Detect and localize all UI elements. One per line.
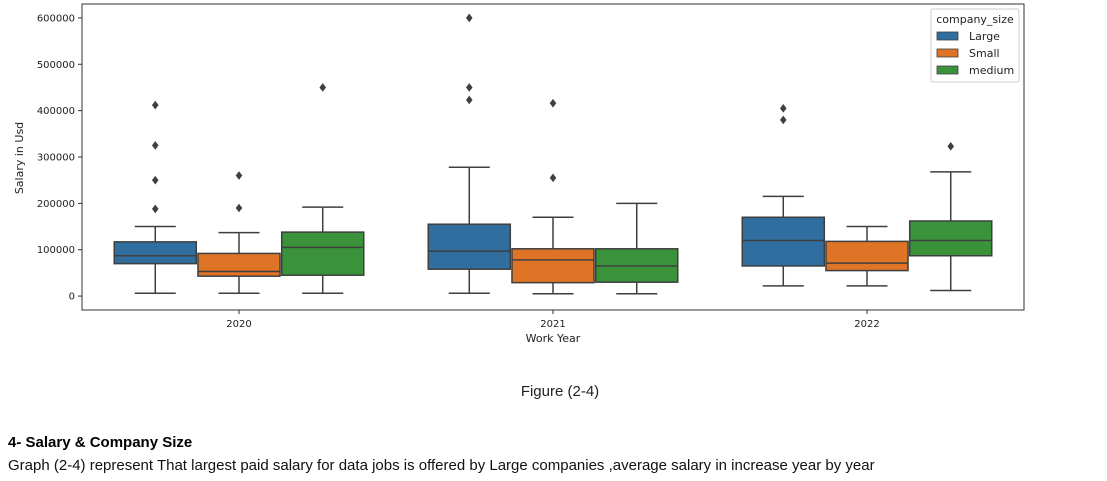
- outlier-point: [465, 13, 473, 23]
- iqr-box: [825, 240, 909, 272]
- legend-swatch-medium: [936, 65, 959, 75]
- legend-swatch-large: [936, 31, 959, 41]
- figure-caption: Figure (2-4): [520, 383, 600, 400]
- outlier-point: [151, 100, 159, 110]
- iqr-box: [427, 223, 512, 270]
- y-axis: 0 100000 200000 300000 400000 500000 600000: [37, 13, 82, 303]
- salary-boxplot-chart: 0 100000 200000 300000 400000 500000 600000 20…: [13, 3, 1025, 345]
- section-paragraph: Graph (2-4) represent That largest paid …: [8, 457, 875, 474]
- y-tick-label: 400000: [37, 106, 75, 117]
- outlier-point: [151, 204, 159, 214]
- outlier-point: [151, 175, 159, 185]
- box-large-2020: [113, 100, 198, 295]
- iqr-box: [280, 231, 365, 276]
- box-medium-2022: [908, 142, 993, 292]
- iqr-box: [511, 248, 595, 284]
- outlier-point: [151, 141, 159, 150]
- y-tick-label: 100000: [37, 245, 75, 256]
- iqr-box: [741, 216, 826, 267]
- x-tick-label: 2022: [854, 319, 879, 330]
- outlier-point: [549, 173, 557, 183]
- legend: company_size Large Small medium: [930, 8, 1020, 83]
- iqr-box: [908, 220, 993, 257]
- x-axis-title: Work Year: [526, 332, 581, 345]
- legend-label-large: Large: [969, 30, 1000, 43]
- legend-swatch-small: [936, 48, 959, 58]
- y-tick-label: 0: [69, 292, 75, 303]
- box-small-2020: [197, 171, 281, 295]
- section-heading: 4- Salary & Company Size: [8, 434, 193, 451]
- x-axis: 2020 2021 2022: [226, 310, 880, 330]
- legend-title: company_size: [936, 13, 1014, 26]
- iqr-box: [113, 241, 198, 265]
- y-tick-label: 500000: [37, 60, 75, 71]
- y-axis-title: Salary in Usd: [13, 122, 26, 194]
- outlier-point: [779, 104, 787, 113]
- outlier-point: [235, 171, 243, 180]
- legend-label-medium: medium: [969, 64, 1014, 77]
- box-large-2022: [741, 104, 826, 287]
- outlier-point: [465, 83, 473, 92]
- x-tick-label: 2020: [226, 319, 251, 330]
- outlier-point: [779, 115, 787, 125]
- box-small-2022: [825, 225, 909, 287]
- box-medium-2020: [280, 83, 365, 295]
- outlier-point: [465, 95, 473, 105]
- iqr-box: [197, 252, 281, 277]
- y-tick-label: 200000: [37, 199, 75, 210]
- outlier-point: [947, 142, 955, 151]
- box-small-2021: [511, 98, 595, 295]
- legend-label-small: Small: [969, 47, 1000, 60]
- y-tick-label: 600000: [37, 13, 75, 24]
- outlier-point: [235, 203, 243, 213]
- box-medium-2021: [594, 202, 679, 295]
- outlier-point: [549, 98, 557, 108]
- y-tick-label: 300000: [37, 153, 75, 164]
- legend-frame: [930, 8, 1020, 83]
- outlier-point: [319, 83, 327, 92]
- x-tick-label: 2021: [540, 319, 565, 330]
- box-series-group: [113, 13, 993, 295]
- box-large-2021: [427, 13, 512, 295]
